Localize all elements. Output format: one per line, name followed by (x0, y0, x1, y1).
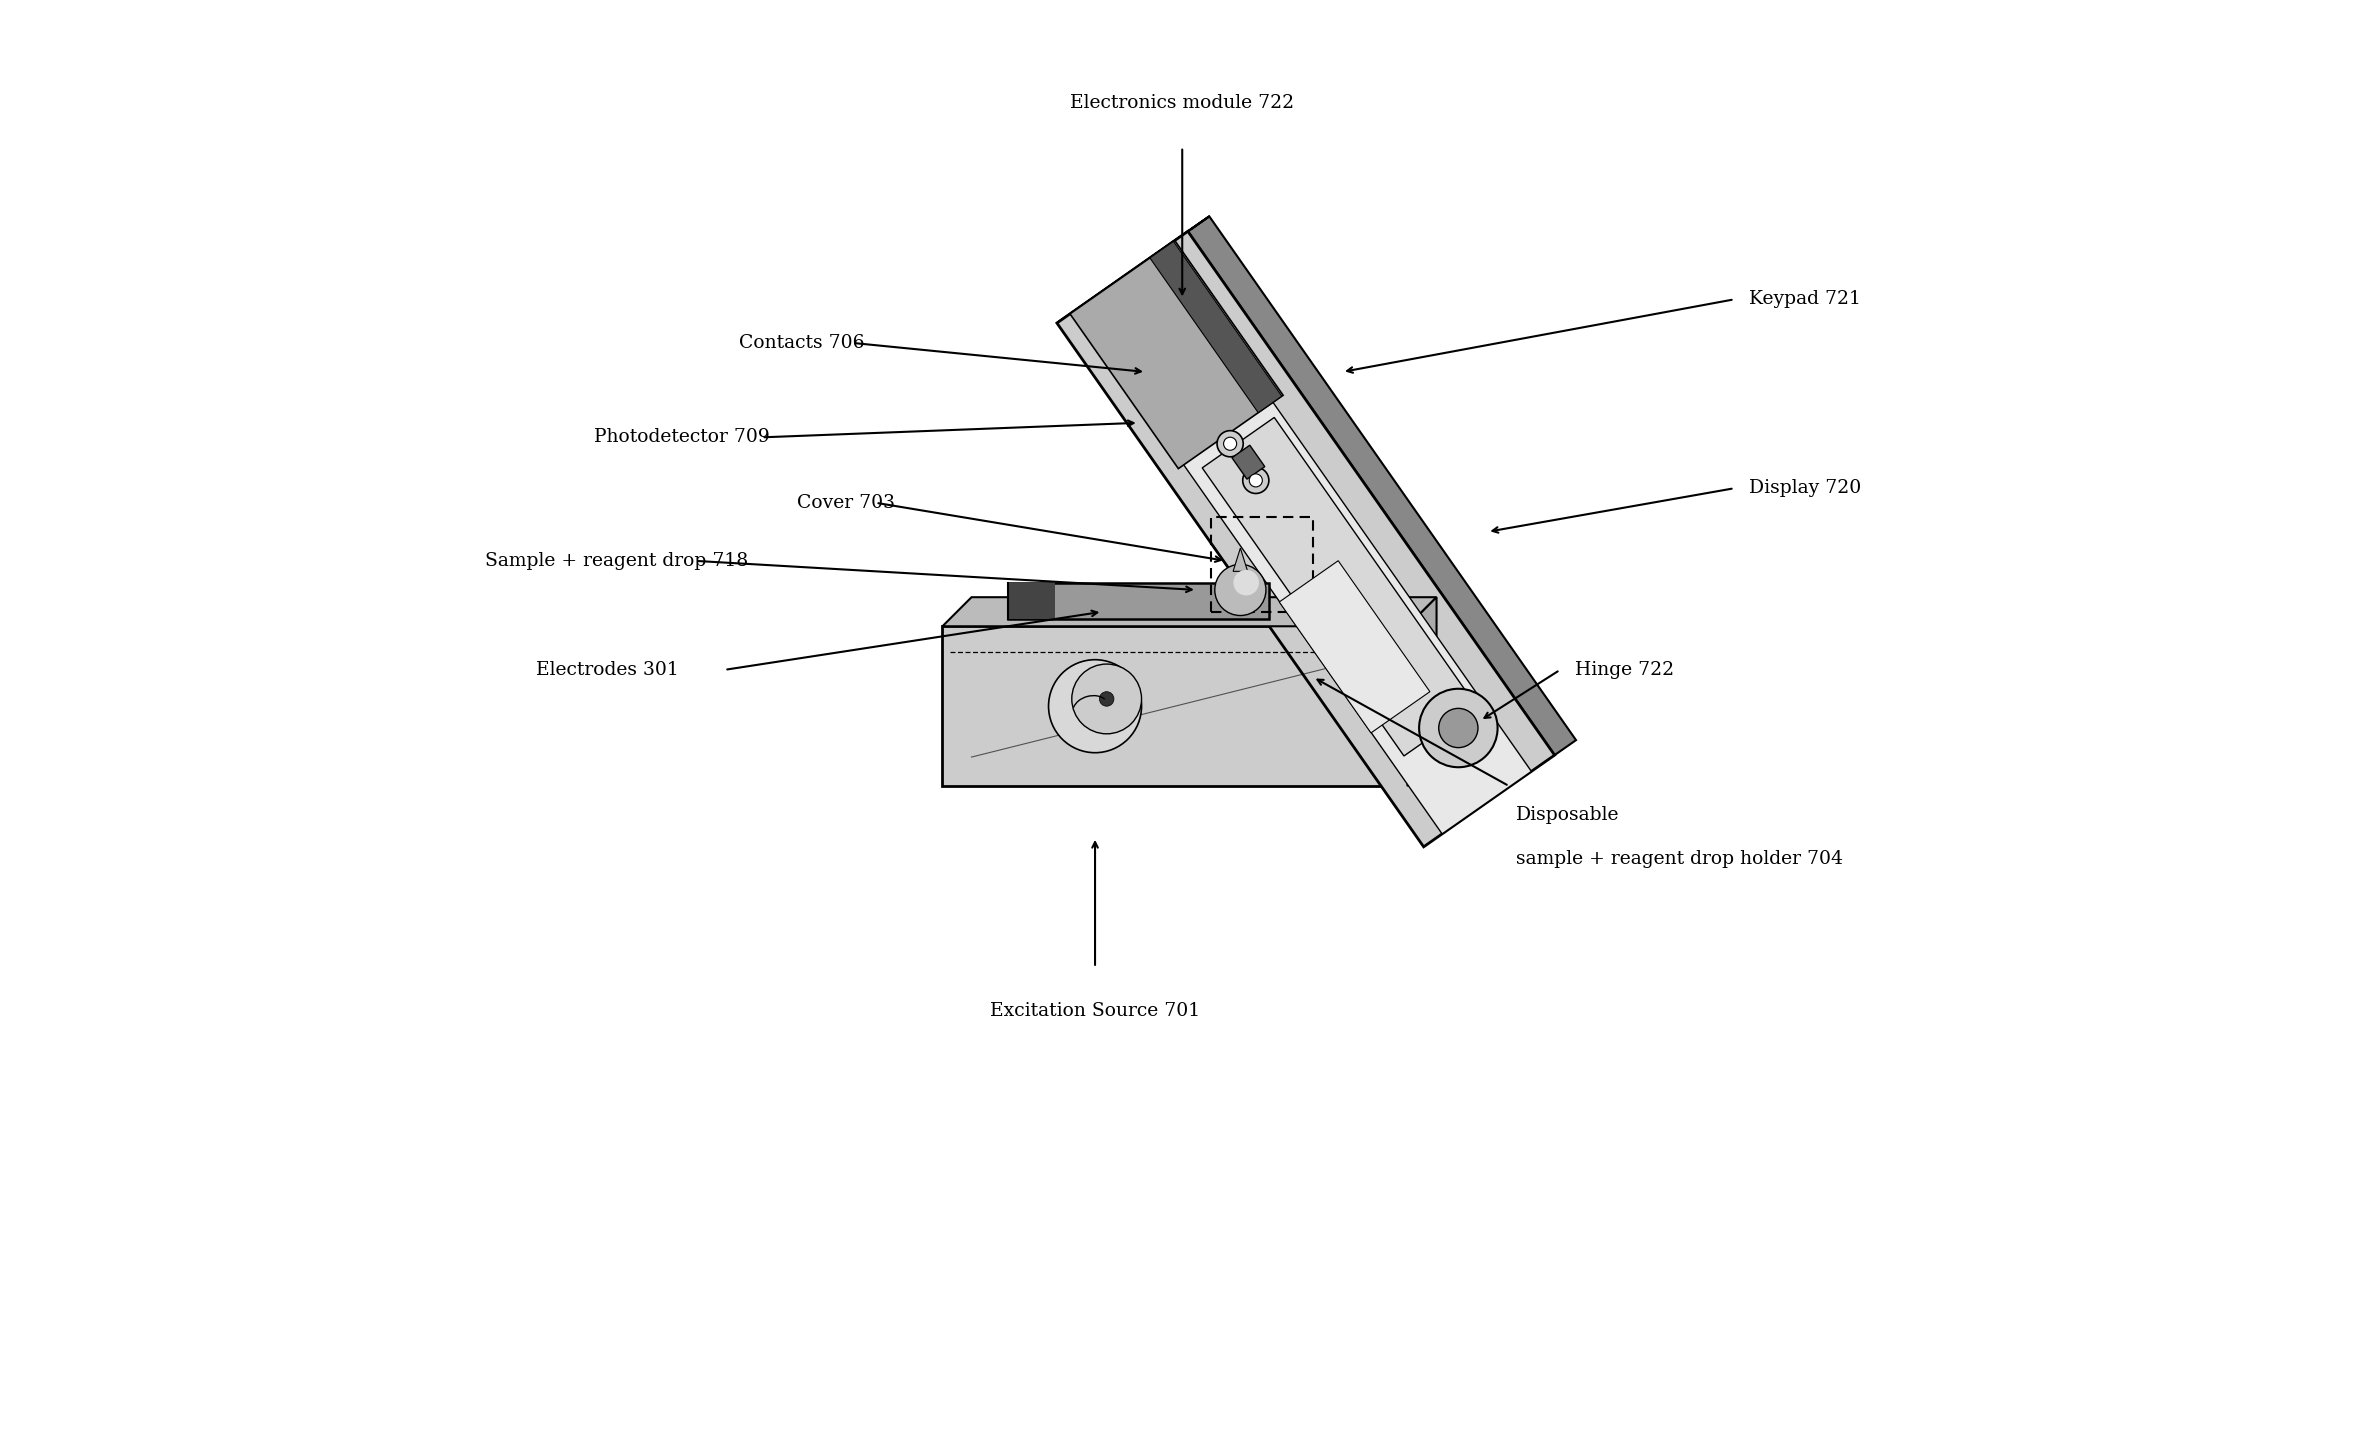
Polygon shape (1232, 547, 1247, 571)
Polygon shape (1280, 561, 1430, 732)
Text: Hinge 722: Hinge 722 (1575, 661, 1675, 678)
Polygon shape (1201, 418, 1475, 756)
Polygon shape (1408, 597, 1437, 786)
Bar (942, 626, 1408, 786)
Text: Electronics module 722: Electronics module 722 (1071, 95, 1294, 112)
Circle shape (1249, 473, 1263, 486)
Circle shape (1216, 565, 1266, 616)
Text: Electrodes 301: Electrodes 301 (535, 661, 678, 678)
Circle shape (1420, 689, 1499, 767)
Bar (1009, 582, 1054, 619)
Text: Excitation Source 701: Excitation Source 701 (990, 1002, 1199, 1021)
Text: Cover 703: Cover 703 (797, 494, 895, 511)
Circle shape (1099, 692, 1113, 706)
Polygon shape (1056, 232, 1553, 847)
Polygon shape (1101, 284, 1532, 834)
Text: Contacts 706: Contacts 706 (740, 333, 864, 352)
Text: Photodetector 709: Photodetector 709 (595, 428, 768, 447)
Circle shape (1218, 431, 1244, 457)
Polygon shape (1056, 217, 1209, 323)
Polygon shape (1187, 217, 1575, 756)
Text: Display 720: Display 720 (1749, 479, 1860, 496)
Circle shape (1232, 569, 1258, 596)
Text: Disposable: Disposable (1515, 807, 1620, 824)
Text: Sample + reagent drop 718: Sample + reagent drop 718 (485, 552, 747, 569)
Polygon shape (1149, 242, 1282, 412)
Text: Keypad 721: Keypad 721 (1749, 290, 1860, 309)
Text: sample + reagent drop holder 704: sample + reagent drop holder 704 (1515, 850, 1844, 868)
Circle shape (1223, 437, 1237, 450)
Polygon shape (942, 597, 1437, 626)
Circle shape (1049, 660, 1142, 753)
Circle shape (1242, 467, 1268, 494)
Polygon shape (1232, 446, 1266, 479)
Bar (1211, 517, 1313, 612)
Polygon shape (1071, 240, 1282, 469)
Circle shape (1073, 664, 1142, 734)
Bar (1009, 582, 1270, 619)
Circle shape (1439, 709, 1477, 747)
